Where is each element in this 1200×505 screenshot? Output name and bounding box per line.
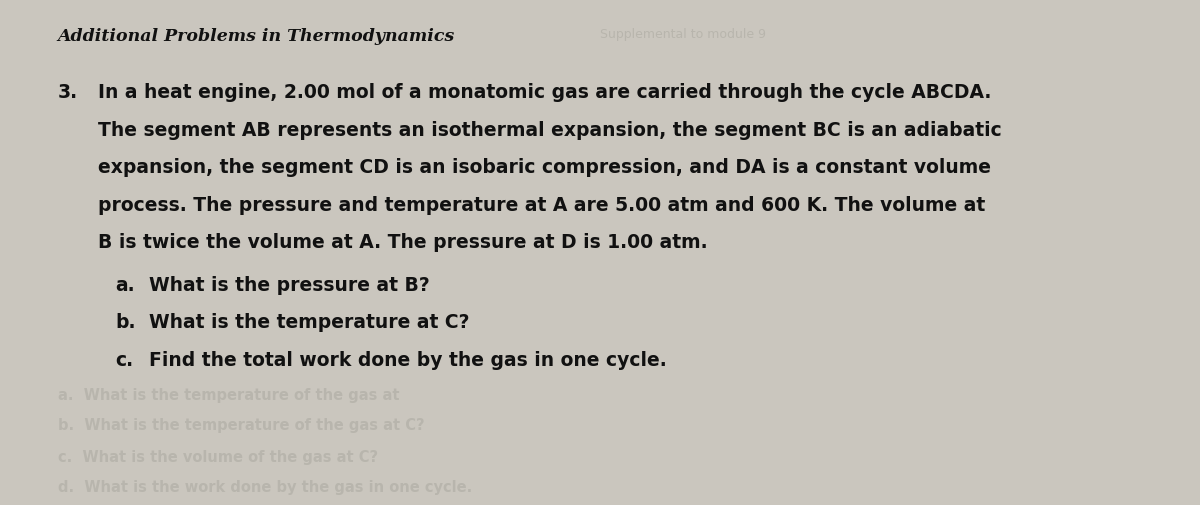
Text: b.: b. [115, 313, 136, 332]
Text: Supplemental to module 9: Supplemental to module 9 [600, 28, 766, 41]
Text: What is the pressure at B?: What is the pressure at B? [149, 275, 430, 294]
Text: process. The pressure and temperature at A are 5.00 atm and 600 K. The volume at: process. The pressure and temperature at… [98, 195, 985, 215]
Text: a.: a. [115, 275, 134, 294]
Text: d.  What is the work done by the gas in one cycle.: d. What is the work done by the gas in o… [58, 479, 472, 494]
Text: b.  What is the temperature of the gas at C?: b. What is the temperature of the gas at… [58, 417, 425, 432]
Text: B is twice the volume at A. The pressure at D is 1.00 atm.: B is twice the volume at A. The pressure… [98, 233, 708, 252]
Text: In a heat engine, 2.00 mol of a monatomic gas are carried through the cycle ABCD: In a heat engine, 2.00 mol of a monatomi… [98, 83, 991, 103]
Text: a.  What is the temperature of the gas at: a. What is the temperature of the gas at [58, 387, 400, 402]
Text: expansion, the segment CD is an isobaric compression, and DA is a constant volum: expansion, the segment CD is an isobaric… [98, 158, 991, 177]
Text: Additional Problems in Thermodynamics: Additional Problems in Thermodynamics [58, 28, 455, 45]
Text: The segment AB represents an isothermal expansion, the segment BC is an adiabati: The segment AB represents an isothermal … [98, 121, 1002, 140]
Text: c.  What is the volume of the gas at C?: c. What is the volume of the gas at C? [58, 449, 378, 464]
Text: c.: c. [115, 350, 133, 369]
Text: Find the total work done by the gas in one cycle.: Find the total work done by the gas in o… [149, 350, 666, 369]
Text: What is the temperature at C?: What is the temperature at C? [149, 313, 469, 332]
Text: 3.: 3. [58, 83, 78, 103]
